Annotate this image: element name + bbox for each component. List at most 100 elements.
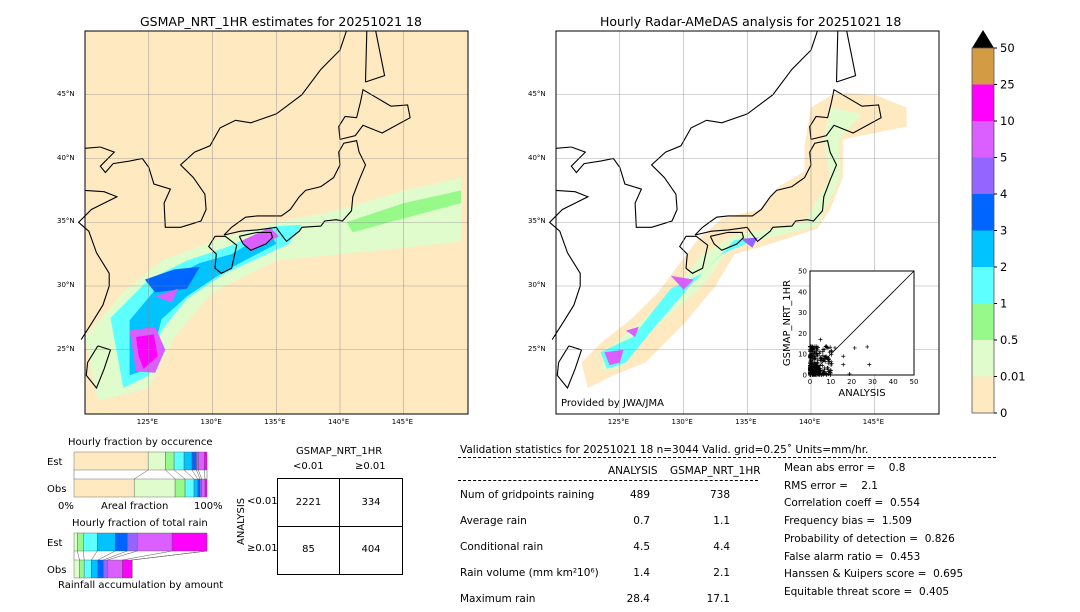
data-point [823, 359, 828, 364]
fraction-segment [73, 559, 80, 579]
fraction-segment [193, 478, 198, 498]
est-label: Est [47, 457, 63, 468]
col-header-ge: ≥0.01 [355, 461, 386, 472]
lat-label: 45°N [528, 89, 546, 98]
lon-label: 145°E [391, 418, 414, 426]
data-point [816, 372, 821, 377]
cell-false-alarm: 334 [361, 497, 381, 508]
y-tick-label: 40 [798, 288, 807, 296]
data-point [824, 372, 829, 377]
obs-label: Obs [47, 484, 67, 495]
x-tick-label: 0 [808, 378, 812, 386]
data-point [825, 365, 830, 370]
stat-label: Rain volume (mm km²10⁶) [460, 567, 599, 579]
y-tick-label: 50 [798, 268, 807, 276]
fraction-segment [184, 478, 195, 498]
data-point [815, 357, 820, 362]
data-point [815, 368, 820, 373]
score-line: Probability of detection = 0.826 [784, 532, 955, 545]
lon-label: 135°E [264, 418, 286, 426]
fraction-bars [73, 451, 208, 579]
coastline-china [548, 189, 590, 340]
data-point [808, 352, 813, 357]
colorbar-tick-label: 3 [1000, 224, 1007, 238]
data-point [816, 365, 821, 370]
fraction-segment [77, 532, 84, 552]
scatter-plot: 00 10 10 20 20 30 30 40 40 50 50 ANALYSIS GSMAP_NRT_… [782, 268, 918, 400]
fraction-segment [204, 451, 208, 471]
map-frame [84, 30, 469, 415]
connector-line [204, 469, 206, 480]
data-point [819, 356, 824, 361]
stat-analysis-value: 489 [629, 489, 650, 501]
col-gsmap: GSMAP_NRT_1HR [670, 465, 761, 477]
score-line: Hanssen & Kuipers score = 0.695 [784, 568, 964, 581]
fraction-segment [197, 478, 201, 498]
lon-label: 145°E [862, 418, 885, 426]
data-point [815, 353, 820, 358]
coastline-honshu [223, 140, 367, 243]
cell-miss: 85 [302, 544, 315, 555]
data-point [817, 366, 822, 371]
colorbar-segment [972, 230, 994, 267]
colorbar-tick-label: 4 [1000, 187, 1007, 201]
stat-gsmap-value: 1.1 [713, 515, 730, 527]
connector-line [132, 550, 208, 561]
data-point [819, 372, 824, 377]
colorbar-extend-arrow [972, 30, 994, 48]
colorbar-segment [972, 48, 994, 85]
colorbar-tick-label: 5 [1000, 151, 1007, 165]
right-map-title: Hourly Radar-AMeDAS analysis for 2025102… [600, 14, 902, 29]
validation-header: Validation statistics for 20251021 18 n=… [460, 444, 869, 456]
data-point [815, 360, 820, 365]
lat-label: 30°N [57, 281, 75, 289]
data-point [818, 337, 823, 342]
colorbar-segment [972, 303, 994, 340]
connector-line [83, 550, 85, 561]
total-rain-title: Hourly fraction of total rain [72, 518, 208, 529]
obs-label-2: Obs [47, 565, 67, 576]
data-point [808, 361, 813, 366]
data-point [824, 344, 829, 349]
coastline-shikoku [709, 231, 745, 251]
fraction-segment [171, 532, 208, 552]
coastline-korea [99, 30, 347, 228]
data-point [841, 354, 846, 359]
stat-gsmap-value: 738 [709, 489, 730, 501]
lat-label: 35°N [57, 217, 75, 226]
x-tick-label: 40 [889, 378, 898, 386]
stat-label: Maximum rain [460, 593, 536, 605]
data-point [865, 344, 870, 349]
stat-analysis-value: 28.4 [626, 593, 650, 605]
connector-line [191, 469, 198, 480]
coastline-sakhalin [364, 30, 386, 83]
lat-label: 40°N [57, 153, 75, 162]
colorbar-tick-label: 25 [1000, 78, 1015, 92]
fraction-segment [97, 559, 104, 579]
data-credit: Provided by JWA/JMA [561, 398, 664, 409]
cell-hits-none: 2221 [295, 497, 322, 508]
lon-label: 135°E [735, 418, 757, 426]
data-point [824, 372, 829, 377]
fraction-segment [191, 451, 197, 471]
connector-line [91, 550, 98, 561]
data-point [852, 345, 857, 350]
colorbar-tick-label: 50 [1000, 41, 1015, 55]
data-point [821, 370, 826, 375]
fraction-segment [115, 532, 128, 552]
coastline-china [77, 189, 119, 340]
fraction-segment [73, 478, 135, 498]
data-point [825, 346, 830, 351]
colorbar-segment [972, 157, 994, 194]
fraction-segment [201, 478, 206, 498]
divider [458, 480, 758, 481]
divider [278, 526, 402, 527]
lon-label: 140°E [328, 418, 350, 426]
left-map-title: GSMAP_NRT_1HR estimates for 20251021 18 [140, 14, 422, 29]
table-title: GSMAP_NRT_1HR [296, 446, 383, 457]
data-point [823, 354, 828, 359]
stat-gsmap-value: 17.1 [706, 593, 730, 605]
colorbar: 0 0.01 0.5 1 2 3 4 5 10 25 50 [971, 30, 1026, 420]
rain-area [85, 177, 462, 401]
score-line: Equitable threat score = 0.405 [784, 585, 950, 598]
